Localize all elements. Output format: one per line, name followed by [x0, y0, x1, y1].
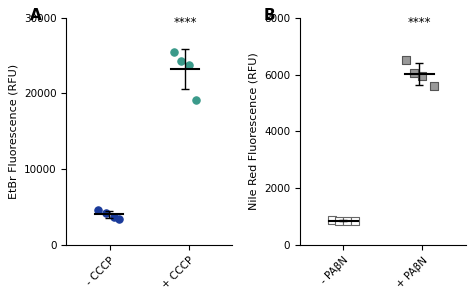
Text: B: B — [264, 8, 275, 23]
Y-axis label: EtBr Fluorescence (RFU): EtBr Fluorescence (RFU) — [9, 64, 18, 199]
Point — [185, 62, 192, 67]
Text: ****: **** — [173, 16, 197, 29]
Point — [344, 219, 351, 224]
Point — [192, 97, 200, 102]
Text: A: A — [30, 8, 42, 23]
Point — [177, 58, 184, 63]
Point — [102, 210, 109, 215]
Point — [336, 219, 343, 223]
Point — [410, 71, 418, 75]
Point — [328, 217, 335, 222]
Point — [171, 49, 178, 54]
Point — [403, 58, 410, 63]
Text: ****: **** — [408, 16, 431, 29]
Y-axis label: Nile Red Fluorescence (RFU): Nile Red Fluorescence (RFU) — [248, 53, 259, 210]
Point — [351, 218, 359, 223]
Point — [419, 74, 426, 78]
Point — [115, 216, 123, 221]
Point — [94, 208, 101, 213]
Point — [110, 214, 118, 219]
Point — [430, 83, 438, 88]
